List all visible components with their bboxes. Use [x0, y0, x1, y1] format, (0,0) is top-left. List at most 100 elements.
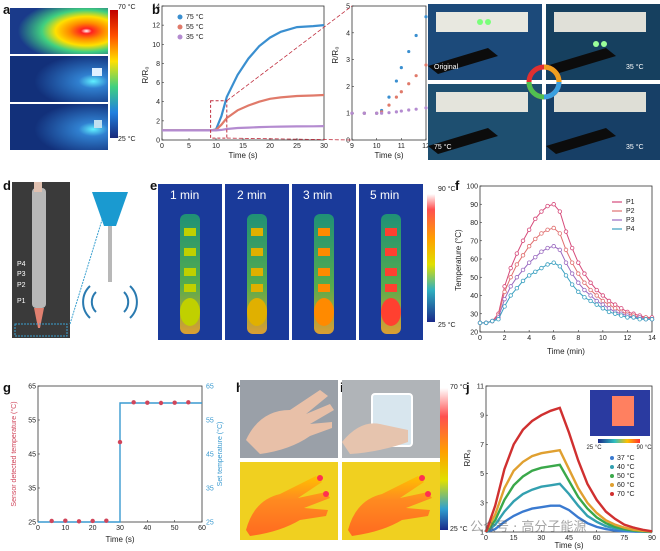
panel-f-point: [557, 264, 563, 269]
panel-g-xlabel: Time (s): [105, 535, 134, 544]
panel-f-ylabel: Temperature (°C): [454, 229, 463, 291]
panel-f-xtick-label: 4: [527, 335, 531, 342]
panel-g-xtick-label: 0: [36, 525, 40, 532]
panel-b-inset-frame: [351, 5, 427, 141]
probe-label-p1: P1: [17, 298, 26, 305]
panel-b-inset-ytick-label: 1: [346, 111, 350, 118]
panel-f-point: [483, 320, 489, 326]
panel-e-hotspot: [251, 248, 263, 256]
panel-b-inset-point: [414, 74, 418, 78]
panel-j-xtick-label: 90: [648, 535, 656, 542]
panel-b-inset-point: [394, 110, 398, 114]
panel-letter-g: g: [3, 380, 11, 395]
panel-f-point: [576, 289, 581, 295]
panel-f-point: [600, 302, 606, 307]
panel-g-point: [186, 400, 191, 405]
panel-j-xtick-label: 45: [565, 535, 573, 542]
panel-b-legend-marker: [177, 24, 183, 30]
panel-f-ytick-label: 40: [470, 293, 478, 300]
panel-f-point: [563, 260, 569, 265]
panel-f-point: [539, 249, 544, 254]
panel-f-point: [526, 244, 532, 249]
panel-f-point: [576, 271, 581, 276]
panel-e-tip: [180, 298, 200, 326]
panel-j-inset-colorbar: [598, 439, 640, 443]
panel-a-scale-max: 70 °C: [118, 4, 136, 11]
panel-f-ytick-label: 30: [470, 311, 478, 318]
panel-b-inset-point: [399, 109, 403, 113]
panel-f-point: [588, 280, 593, 285]
panel-f-point: [496, 317, 501, 322]
panel-b-inset-point: [414, 33, 418, 38]
panel-g-point: [90, 518, 95, 524]
panel-b-xtick-label: 0: [160, 143, 164, 150]
panel-b-inset-ylabel: R/R₀: [331, 46, 340, 63]
panel-g-xtick-label: 30: [116, 525, 124, 532]
watermark: 公众号 · 高分子能源: [470, 520, 587, 535]
panel-f-point: [637, 317, 642, 322]
panel-e-time-1: 1 min: [170, 188, 200, 202]
panel-f-point: [569, 271, 575, 276]
panel-g-point: [76, 519, 82, 524]
panel-f-point: [557, 247, 563, 253]
panel-g-ytick-label: 55: [28, 418, 36, 425]
panel-i-scale-max: 70 °C: [450, 384, 468, 391]
panel-f-ytick-label: 70: [470, 238, 478, 245]
panel-b-legend-marker: [177, 34, 183, 40]
panel-f-point: [508, 293, 513, 298]
panel-b-xtick-label: 10: [212, 143, 220, 150]
panel-b-inset-ytick-label: 3: [346, 57, 350, 64]
panel-b-inset-ytick-label: 0: [346, 138, 350, 145]
panel-b-inset-point: [387, 95, 391, 99]
panel-g-point: [172, 400, 177, 405]
panel-b-inset-xtick-label: 11: [398, 143, 405, 150]
panel-f-ytick-label: 90: [470, 202, 478, 209]
panel-f-point: [520, 267, 526, 273]
panel-f-point: [545, 245, 550, 251]
panel-e-hotspot: [385, 228, 397, 236]
panel-f-point: [631, 315, 636, 320]
panel-f-point: [594, 287, 599, 293]
panel-f-point: [508, 275, 513, 280]
panel-j-legend-label: 40 °C: [617, 463, 635, 471]
panel-f-point: [520, 253, 526, 258]
panel-f-xlabel: Time (min): [547, 347, 585, 356]
panel-f-point: [582, 295, 587, 300]
panel-j-ytick-label: 11: [477, 384, 484, 391]
panel-j-ytick-label: 9: [480, 413, 484, 420]
panel-e-time-2: 2 min: [237, 188, 267, 202]
panel-b-inset-xlabel: Time (s): [374, 151, 403, 160]
panel-b-inset-point: [407, 49, 411, 54]
panel-e-hotspot: [318, 228, 330, 236]
panel-f-point: [569, 282, 575, 287]
panel-b-inset-point: [380, 111, 384, 115]
panel-g-ytick-label: 25: [28, 520, 36, 527]
panel-f-point: [551, 260, 556, 265]
panel-f-point: [582, 271, 587, 276]
panel-j-inset-min: 25 °C: [586, 445, 602, 451]
panel-f-point: [551, 202, 556, 207]
panel-f-point: [490, 318, 495, 324]
panel-b-ylabel: R/R₀: [141, 66, 150, 83]
panel-f-point: [606, 309, 612, 315]
panel-b-inset-point: [362, 111, 366, 115]
panel-f-point: [582, 280, 587, 285]
panel-f-point: [502, 289, 507, 295]
panel-b-inset-point: [414, 107, 418, 111]
panel-letter-i: i: [340, 380, 344, 395]
panel-g-right-tick-label: 35: [206, 486, 214, 493]
panel-f-point: [600, 306, 606, 311]
probe-label-p2: P2: [17, 282, 26, 289]
panel-e-hotspot: [385, 268, 397, 276]
panel-b-inset-ytick-label: 5: [346, 4, 350, 11]
panel-g-right-tick-label: 25: [206, 520, 214, 527]
panel-j-series-3: [484, 448, 653, 533]
panel-j-inset-hotspot: [612, 396, 634, 426]
panel-g-ylabel-right: Set temperature (°C): [216, 422, 224, 487]
panel-g-point: [117, 439, 123, 445]
probe-label-p4: P4: [17, 261, 26, 268]
panel-j-ytick-label: 7: [480, 442, 484, 449]
panel-f-point: [606, 306, 612, 311]
